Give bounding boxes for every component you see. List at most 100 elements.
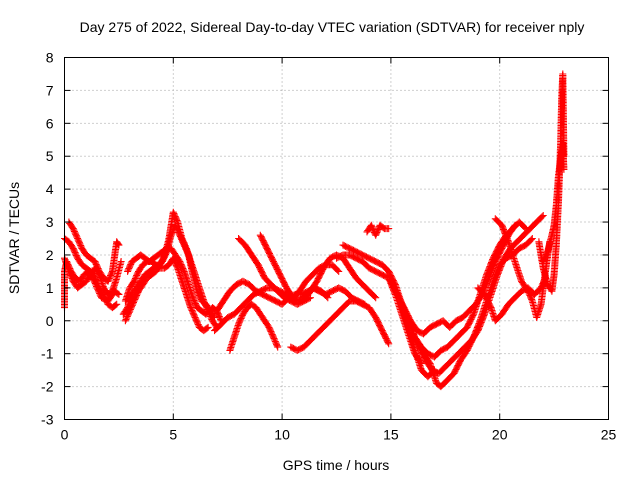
y-tick-label: -1 <box>41 346 54 362</box>
series-track-22 <box>420 235 536 391</box>
data-point <box>271 336 279 344</box>
series-track-7 <box>121 254 212 335</box>
data-point <box>176 259 184 267</box>
data-point <box>203 324 211 332</box>
data-point <box>114 240 122 248</box>
data-point <box>70 226 78 234</box>
y-tick-label: 8 <box>46 50 54 66</box>
data-point <box>273 342 281 350</box>
y-tick-label: 1 <box>46 280 54 296</box>
x-tick-label: 5 <box>169 427 177 443</box>
y-tick-label: 7 <box>46 82 54 98</box>
grid <box>64 57 609 420</box>
data-point <box>374 226 382 234</box>
data-point <box>384 339 392 346</box>
data-point <box>515 270 523 278</box>
data-point <box>235 319 243 327</box>
data-point <box>176 258 184 265</box>
data-point <box>113 300 121 308</box>
series-track-26 <box>539 139 568 265</box>
data-point <box>417 358 424 366</box>
data-point <box>527 236 535 244</box>
data-point <box>132 273 140 281</box>
data-point <box>368 223 376 231</box>
data-point <box>371 293 379 301</box>
data-point <box>335 267 343 275</box>
data-point <box>173 217 181 225</box>
y-tick-label: 3 <box>46 214 54 230</box>
data-point <box>122 315 130 323</box>
data-point <box>417 360 425 368</box>
data-point <box>189 294 197 302</box>
data-point <box>189 308 197 316</box>
y-tick-label: -3 <box>41 412 54 428</box>
series-track-3 <box>65 218 123 285</box>
series-track-18 <box>363 221 393 239</box>
data-point <box>528 296 536 304</box>
x-axis-label: GPS time / hours <box>283 457 390 473</box>
data-point <box>92 259 100 267</box>
series-track-8 <box>124 244 225 325</box>
data-point <box>274 343 282 351</box>
y-tick-label: 2 <box>46 247 54 263</box>
data-point <box>126 262 134 270</box>
data-point <box>66 270 74 278</box>
data-point <box>543 249 551 257</box>
series-track-4 <box>61 254 125 298</box>
data-point <box>201 300 209 308</box>
data-point <box>106 273 114 281</box>
plot-frame <box>64 57 609 420</box>
data-point <box>91 258 99 265</box>
data-point <box>235 320 243 328</box>
data-point <box>188 306 196 314</box>
x-tick-label: 25 <box>601 427 617 443</box>
data-point <box>207 313 215 320</box>
data-point <box>215 313 223 320</box>
data-point <box>180 266 188 274</box>
data-point <box>539 212 547 219</box>
series-track-17 <box>333 251 425 368</box>
x-tick-label: 15 <box>383 427 399 443</box>
data-points <box>61 70 568 391</box>
x-tick-label: 20 <box>492 427 508 443</box>
data-point <box>215 311 223 319</box>
x-tick-label: 10 <box>274 427 290 443</box>
data-point <box>127 260 135 268</box>
data-point <box>76 240 84 248</box>
data-point <box>521 224 529 231</box>
data-point <box>560 165 568 173</box>
data-point <box>204 323 212 331</box>
data-point <box>334 266 342 274</box>
data-point <box>115 290 123 298</box>
data-point <box>385 340 393 348</box>
x-tick-label: 0 <box>61 427 69 443</box>
data-point <box>270 335 278 343</box>
y-axis-label: SDTVAR / TECUs <box>6 182 22 294</box>
data-point <box>128 303 136 311</box>
axis-ticks: 0 5 10 15 20 25 -3 -2 -1 0 1 2 3 4 5 6 7 8 <box>41 50 616 443</box>
data-point <box>75 239 83 247</box>
data-point <box>190 295 197 303</box>
y-tick-label: 5 <box>46 148 54 164</box>
data-point <box>528 235 536 242</box>
y-tick-label: 0 <box>46 313 54 329</box>
data-point <box>70 227 78 235</box>
data-point <box>114 290 122 298</box>
y-tick-label: -2 <box>41 379 54 395</box>
data-point <box>115 241 123 249</box>
data-point <box>367 221 375 229</box>
data-point <box>372 294 380 302</box>
series-track-10 <box>226 300 282 354</box>
data-point <box>112 301 120 309</box>
data-point <box>538 213 546 221</box>
data-point <box>385 225 393 233</box>
data-point <box>67 272 75 280</box>
data-point <box>105 275 113 282</box>
data-point <box>128 301 136 309</box>
data-point <box>117 258 125 265</box>
y-tick-label: 6 <box>46 115 54 131</box>
chart-title: Day 275 of 2022, Sidereal Day-to-day VTE… <box>80 19 585 35</box>
data-point <box>180 239 188 247</box>
y-tick-label: 4 <box>46 181 54 197</box>
